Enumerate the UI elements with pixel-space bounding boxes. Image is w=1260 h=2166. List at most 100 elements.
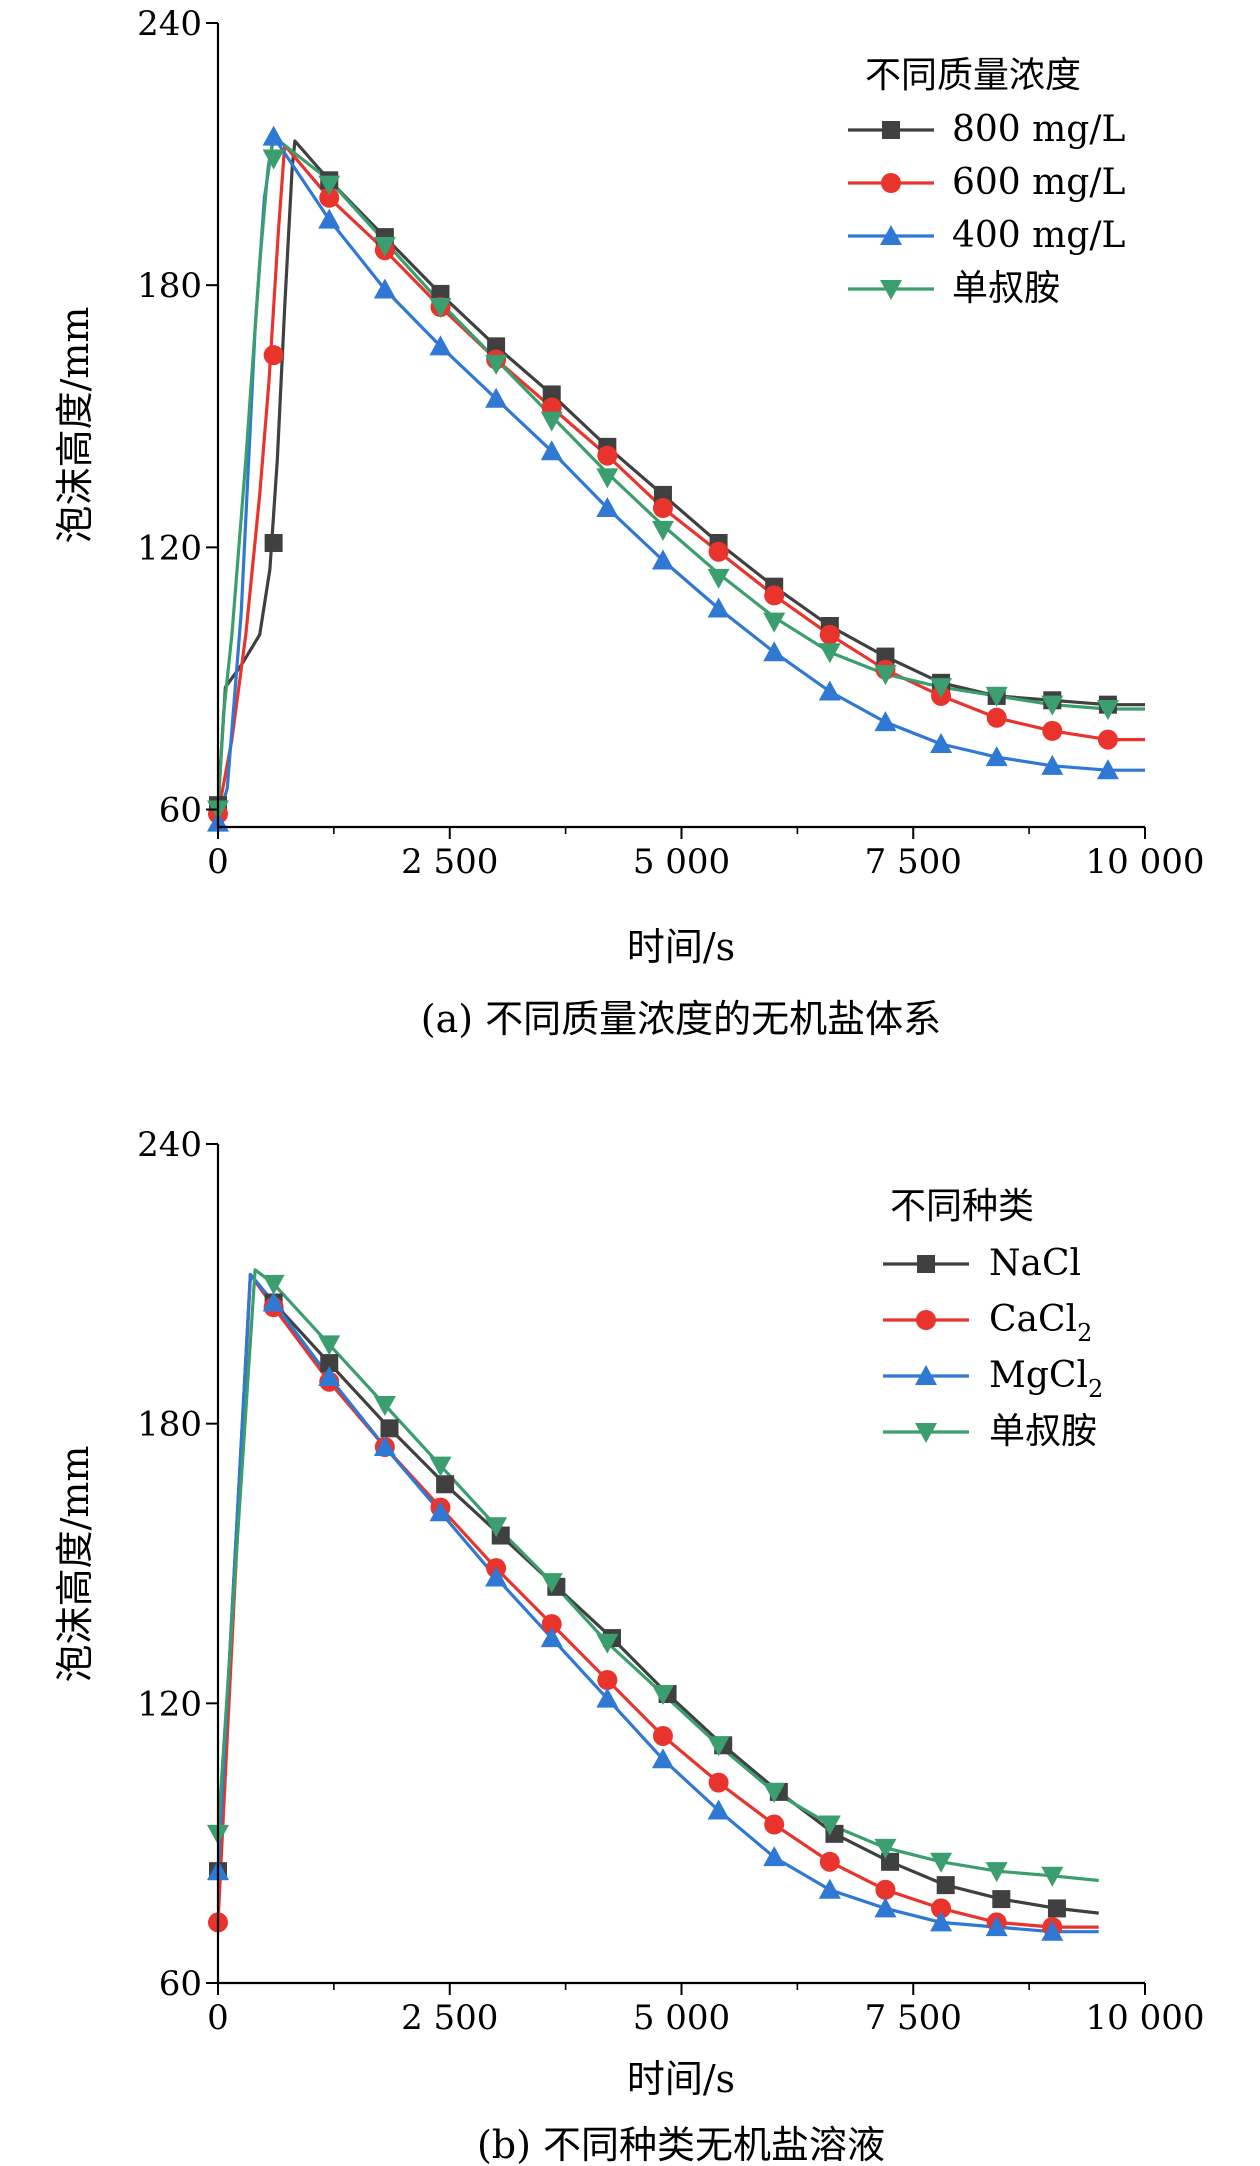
series-3-point-7 [540,440,563,461]
x-tick-label: 10 000 [1086,1998,1205,2038]
legend-title: 不同种类 [890,1186,1034,1227]
series-3-point-17 [1096,759,1119,780]
y-tick-label: 240 [137,4,202,44]
x-axis-label: 时间/s [627,2057,735,2101]
x-tick-label: 2 500 [401,842,498,882]
series-3-point-5 [429,1501,452,1522]
legend-label-4: 单叔胺 [989,1411,1097,1452]
series-4-point-9 [651,520,674,541]
series-line-4 [216,1268,1099,1883]
series-3-point-16 [1041,754,1064,775]
series-3-point-5 [429,335,452,356]
legend-label-3: MgCl2 [989,1355,1103,1403]
series-4-point-2 [262,1274,285,1295]
series-1-point-15 [992,1890,1011,1909]
series-3-point-13 [874,711,897,732]
series-4-point-4 [373,236,396,257]
series-3-point-7 [540,1627,563,1648]
legend-label-1: 800 mg/L [952,109,1125,150]
series-3-point-9 [651,549,674,570]
series-3-point-8 [596,497,619,518]
legend-label-main: CaCl [989,1299,1077,1340]
legend-marker-3 [880,225,902,245]
series-line-2 [216,1272,1099,1929]
series-2-point-14 [931,1898,952,1919]
series-4-point-5 [429,298,452,319]
series-3-point-10 [707,597,730,618]
series-4-point-13 [874,1838,897,1859]
x-tick-label: 10 000 [1086,842,1205,882]
legend-marker-2 [916,1310,936,1330]
series-2-point-9 [652,1725,673,1746]
series-4-point-14 [930,678,953,699]
series-2-point-11 [764,585,785,606]
series-2-point-13 [875,1879,896,1900]
series-4-point-11 [763,1782,786,1803]
series-2-point-16 [1042,720,1063,741]
x-tick-label: 5 000 [633,842,730,882]
series-3-point-13 [874,1897,897,1918]
legend-label-4: 单叔胺 [952,268,1060,309]
series-3-point-4 [373,278,396,299]
series-3-point-16 [1041,1920,1064,1941]
series-4-point-6 [485,354,508,375]
legend-label-main: MgCl [989,1355,1088,1396]
figure-caption: (a) 不同质量浓度的无机盐体系 [421,997,941,1041]
series-2-point-12 [819,1851,840,1872]
series-3-point-3 [318,1366,341,1387]
y-tick-label: 240 [137,1125,202,1165]
y-axis-label: 泡沫高度/mm [53,307,97,544]
series-3-point-11 [763,1846,786,1867]
series-2-point-17 [1097,729,1118,750]
x-tick-label: 0 [207,842,229,882]
series-1-point-16 [1047,1899,1066,1918]
legend-title: 不同质量浓度 [865,55,1081,96]
x-tick-label: 7 500 [865,1998,962,2038]
series-4-point-16 [1041,695,1064,716]
series-line-1 [216,1272,1099,1915]
legend-label-3: 400 mg/L [952,215,1125,256]
chart-b: 60 120 180 240 0 2 500 5 000 7 500 10 000 泡沫高度/mm… [53,1125,1204,2166]
x-tick-label: 7 500 [865,842,962,882]
y-tick-label: 60 [159,791,202,831]
series-line-3 [216,1272,1099,1934]
series-4-point-12 [818,643,841,664]
legend-label-subscript: 2 [1077,1319,1092,1347]
series-4-point-16 [1041,1866,1064,1887]
series-3-point-14 [930,1911,953,1932]
series-1-point-14 [936,1876,955,1895]
series-2-point-10 [708,1772,729,1793]
series-4-point-10 [707,568,730,589]
series-3-point-14 [930,732,953,753]
series-4-point-15 [985,1862,1008,1883]
series-2-point-12 [819,624,840,645]
figure-caption: (b) 不同种类无机盐溶液 [477,2123,885,2166]
legend-marker-1 [882,121,900,139]
series-3-point-6 [485,387,508,408]
series-4-point-5 [429,1456,452,1477]
y-tick-label: 180 [137,1405,202,1445]
series-3-point-9 [651,1748,674,1769]
series-2-point-7 [541,1614,562,1635]
series-3-point-15 [985,1916,1008,1937]
series-4-point-8 [596,468,619,489]
series-4-point-11 [763,612,786,633]
series-3-point-12 [818,680,841,701]
legend-label-main: 单叔胺 [989,1411,1097,1452]
chart-a: 60 120 180 240 0 2 500 5 000 7 500 10 000 泡沫高度/mm… [53,4,1204,1041]
series-4-point-9 [651,1685,674,1706]
series-2-point-15 [986,707,1007,728]
x-tick-label: 5 000 [633,1998,730,2038]
series-3-point-11 [763,641,786,662]
y-tick-label: 180 [137,266,202,306]
legend-label-2: CaCl2 [989,1299,1092,1347]
series-3-point-8 [596,1687,619,1708]
x-tick-label: 2 500 [401,1998,498,2038]
y-tick-label: 60 [159,1964,202,2004]
series-4-point-3 [318,175,341,196]
x-axis-label: 时间/s [627,925,735,969]
series-3-point-2 [262,125,285,146]
series-3-point-2 [262,1291,285,1312]
series-2-point-9 [652,498,673,519]
